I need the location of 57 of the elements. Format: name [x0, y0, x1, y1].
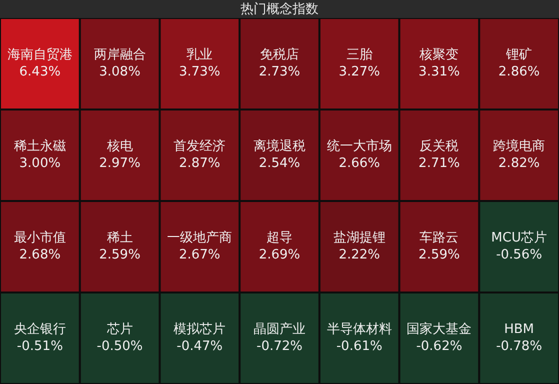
category-label: 国家大基金 [406, 321, 472, 338]
category-label: 车路云 [420, 230, 459, 246]
data-label: 2.68% [19, 248, 61, 263]
data-label: 2.59% [418, 248, 460, 263]
category-label: 晶圆产业 [254, 322, 306, 338]
category-label: 央企银行 [14, 322, 66, 338]
data-label: -0.62% [416, 339, 462, 354]
category-label: 两岸融合 [94, 48, 146, 63]
category-label: 免税店 [260, 46, 299, 63]
category-label: 乳业 [186, 48, 213, 63]
data-label: -0.78% [496, 339, 542, 354]
data-label: 3.31% [418, 64, 460, 80]
data-label: 3.08% [99, 64, 140, 80]
category-label: 核电 [106, 139, 133, 154]
data-label: 6.43% [19, 64, 61, 80]
category-label: 海南自贸港 [7, 48, 72, 63]
data-label: -0.61% [336, 339, 382, 354]
data-label: -0.50% [96, 339, 143, 354]
data-label: 2.87% [178, 156, 220, 172]
category-label: 首发经济 [174, 139, 226, 154]
category-label: 超导 [266, 230, 292, 246]
category-label: 离境退税 [254, 138, 306, 154]
category-label: 稀土 [106, 230, 133, 246]
data-label: -0.72% [256, 339, 302, 354]
category-label: HBM [504, 322, 534, 338]
data-label: 2.82% [498, 156, 540, 172]
data-label: 2.69% [258, 248, 300, 263]
category-label: 跨境电商 [493, 138, 546, 154]
data-label: 2.86% [498, 64, 540, 80]
category-label: 盐湖提锂 [333, 230, 386, 246]
data-label: -0.51% [16, 339, 63, 354]
category-label: 核聚变 [418, 48, 459, 63]
category-label: MCU芯片 [491, 230, 547, 246]
data-label: 2.59% [99, 248, 140, 263]
data-label: 3.27% [338, 64, 380, 80]
data-label: 2.73% [258, 64, 300, 80]
data-label: 2.66% [338, 156, 380, 172]
data-label: 2.71% [418, 156, 460, 172]
data-label: 2.67% [178, 248, 220, 263]
category-label: 模拟芯片 [174, 322, 226, 338]
data-label: 2.22% [338, 248, 380, 263]
category-label: 芯片 [106, 322, 133, 338]
category-label: 统一大市场 [326, 139, 392, 154]
data-label: 3.73% [178, 64, 220, 80]
data-label: 2.54% [258, 156, 300, 172]
category-label: 三胎 [346, 48, 372, 63]
category-label: 稀土永磁 [14, 138, 66, 154]
category-label: 一级地产商 [167, 230, 232, 246]
text: 热门概念指数 [0, 0, 559, 18]
data-label: -0.56% [496, 248, 542, 263]
category-label: 锂矿 [505, 48, 532, 63]
data-label: 3.00% [19, 156, 61, 172]
category-label: 半导体材料 [326, 322, 392, 338]
category-label: 最小市值 [14, 230, 66, 246]
category-label: 反关税 [420, 139, 459, 154]
data-label: 2.97% [99, 156, 140, 172]
data-label: -0.47% [176, 339, 223, 354]
